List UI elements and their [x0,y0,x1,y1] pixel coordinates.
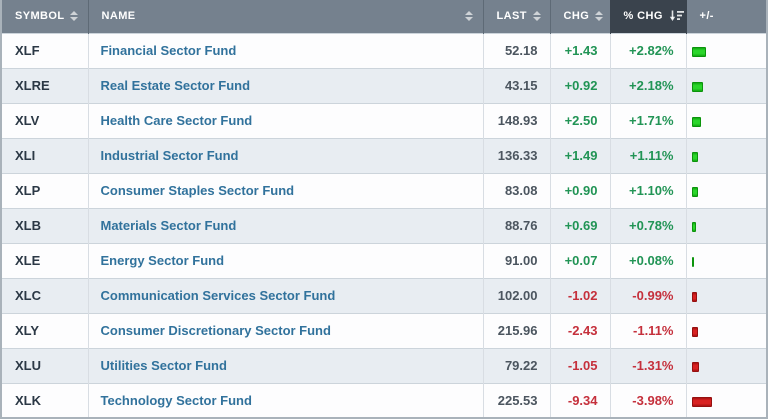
table-row: XLC Communication Services Sector Fund 1… [2,277,766,313]
column-header-plus-minus[interactable]: +/- [685,0,766,33]
percent-change-value: -3.98% [609,382,686,417]
percent-change-value: +1.11% [609,137,686,173]
table-row: XLK Technology Sector Fund 225.53 -9.34 … [2,382,766,417]
change-value: +1.43 [549,32,610,68]
column-header-last[interactable]: LAST [482,0,550,33]
fund-symbol: XLU [2,347,88,383]
change-value: -1.05 [549,347,610,383]
table-row: XLP Consumer Staples Sector Fund 83.08 +… [2,172,766,208]
column-header-name[interactable]: NAME [87,0,483,33]
column-label: % CHG [623,10,663,23]
table-row: XLRE Real Estate Sector Fund 43.15 +0.92… [2,67,766,103]
fund-name-link[interactable]: Technology Sector Fund [100,393,252,409]
last-price: 225.53 [482,382,550,417]
table-row: XLB Materials Sector Fund 88.76 +0.69 +0… [2,207,766,243]
last-price: 43.15 [482,67,550,103]
percent-change-value: +1.71% [609,102,686,138]
last-price: 88.76 [482,207,550,243]
table-row: XLU Utilities Sector Fund 79.22 -1.05 -1… [2,347,766,383]
change-magnitude-bar [691,81,703,92]
fund-name-link[interactable]: Materials Sector Fund [100,218,237,233]
fund-name-link[interactable]: Utilities Sector Fund [100,358,227,373]
table-header: SYMBOL NAME LAST [2,0,766,33]
change-value: +1.49 [549,137,610,173]
percent-change-value: -1.31% [609,347,686,383]
change-magnitude-bar [691,396,712,407]
change-value: +0.90 [549,172,610,208]
change-value: -9.34 [549,382,610,417]
percent-change-value: +2.82% [609,32,686,68]
fund-symbol: XLRE [2,67,88,103]
table-row: XLV Health Care Sector Fund 148.93 +2.50… [2,102,766,138]
column-label: NAME [101,10,136,23]
table-row: XLF Financial Sector Fund 52.18 +1.43 +2… [2,32,766,68]
percent-change-value: -1.11% [609,312,686,348]
fund-symbol: XLF [2,32,88,68]
change-magnitude-bar [691,256,694,267]
change-magnitude-bar [691,361,699,372]
sort-updown-icon [595,11,604,22]
table-body: XLF Financial Sector Fund 52.18 +1.43 +2… [2,32,766,417]
fund-symbol: XLP [2,172,88,208]
fund-name-link[interactable]: Real Estate Sector Fund [100,78,251,93]
column-header-symbol[interactable]: SYMBOL [2,0,88,33]
column-header-chg[interactable]: CHG [549,0,610,33]
fund-name-link[interactable]: Consumer Staples Sector Fund [100,183,295,198]
percent-change-value: +0.08% [609,242,686,278]
change-magnitude-bar [691,186,698,197]
percent-change-value: +0.78% [609,207,686,243]
change-value: -2.43 [549,312,610,348]
fund-symbol: XLY [2,312,88,348]
fund-symbol: XLV [2,102,88,138]
fund-name-link[interactable]: Health Care Sector Fund [100,113,253,128]
fund-name-link[interactable]: Industrial Sector Fund [100,148,239,163]
sort-descending-icon [669,10,684,22]
percent-change-value: -0.99% [609,277,686,313]
last-price: 215.96 [482,312,550,348]
last-price: 91.00 [482,242,550,278]
fund-name-link[interactable]: Communication Services Sector Fund [100,288,336,303]
sort-updown-icon [532,11,541,22]
change-value: +2.50 [549,102,610,138]
fund-name-link[interactable]: Financial Sector Fund [100,43,237,58]
last-price: 102.00 [482,277,550,313]
change-value: +0.07 [549,242,610,278]
change-magnitude-bar [691,326,698,337]
table-row: XLE Energy Sector Fund 91.00 +0.07 +0.08… [2,242,766,278]
column-label: SYMBOL [15,10,65,23]
fund-symbol: XLE [2,242,88,278]
table-row: XLI Industrial Sector Fund 136.33 +1.49 … [2,137,766,173]
fund-symbol: XLB [2,207,88,243]
sort-updown-icon [70,11,79,22]
fund-name-link[interactable]: Consumer Discretionary Sector Fund [100,323,331,338]
last-price: 79.22 [482,347,550,383]
column-label: CHG [563,10,590,23]
change-magnitude-bar [691,46,706,57]
fund-symbol: XLI [2,137,88,173]
change-value: -1.02 [549,277,610,313]
sort-updown-icon [464,11,473,22]
last-price: 83.08 [482,172,550,208]
last-price: 148.93 [482,102,550,138]
change-magnitude-bar [691,151,698,162]
change-magnitude-bar [691,291,697,302]
fund-symbol: XLC [2,277,88,313]
column-label: LAST [496,10,527,23]
last-price: 52.18 [482,32,550,68]
change-value: +0.92 [549,67,610,103]
change-value: +0.69 [549,207,610,243]
table-row: XLY Consumer Discretionary Sector Fund 2… [2,312,766,348]
change-magnitude-bar [691,116,701,127]
last-price: 136.33 [482,137,550,173]
column-label: +/- [699,10,714,23]
fund-name-link[interactable]: Energy Sector Fund [100,253,225,268]
percent-change-value: +2.18% [609,67,686,103]
column-header-pct-chg[interactable]: % CHG [609,0,686,33]
fund-symbol: XLK [2,382,88,417]
percent-change-value: +1.10% [609,172,686,208]
change-magnitude-bar [691,221,696,232]
